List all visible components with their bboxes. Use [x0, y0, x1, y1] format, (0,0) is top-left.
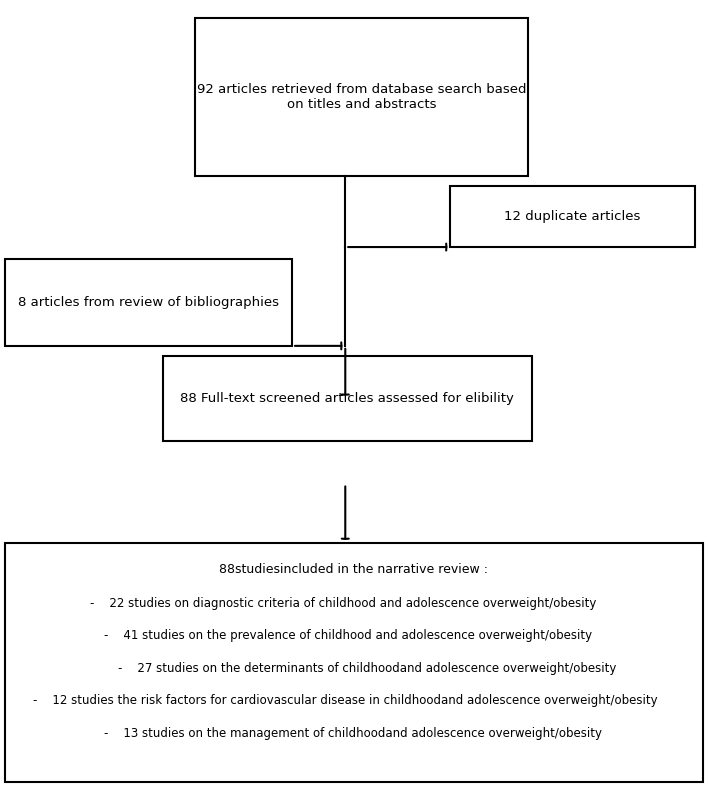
FancyBboxPatch shape — [5, 543, 703, 782]
FancyBboxPatch shape — [5, 259, 292, 346]
Text: 12 duplicate articles: 12 duplicate articles — [504, 210, 641, 224]
Text: 88studiesincluded in the narrative review :: 88studiesincluded in the narrative revie… — [219, 563, 489, 576]
Text: 8 articles from review of bibliographies: 8 articles from review of bibliographies — [18, 296, 279, 309]
FancyBboxPatch shape — [195, 18, 528, 176]
FancyBboxPatch shape — [163, 356, 532, 441]
Text: -    22 studies on diagnostic criteria of childhood and adolescence overweight/o: - 22 studies on diagnostic criteria of c… — [90, 597, 596, 610]
Text: -    41 studies on the prevalence of childhood and adolescence overweight/obesit: - 41 studies on the prevalence of childh… — [104, 629, 592, 642]
Text: -    13 studies on the management of childhoodand adolescence overweight/obesity: - 13 studies on the management of childh… — [104, 727, 602, 740]
Text: 92 articles retrieved from database search based
on titles and abstracts: 92 articles retrieved from database sear… — [197, 83, 526, 111]
Text: -    27 studies on the determinants of childhoodand adolescence overweight/obesi: - 27 studies on the determinants of chil… — [118, 662, 617, 675]
Text: 88 Full-text screened articles assessed for elibility: 88 Full-text screened articles assessed … — [181, 392, 514, 406]
Text: -    12 studies the risk factors for cardiovascular disease in childhoodand adol: - 12 studies the risk factors for cardio… — [33, 694, 658, 707]
FancyBboxPatch shape — [450, 186, 695, 247]
